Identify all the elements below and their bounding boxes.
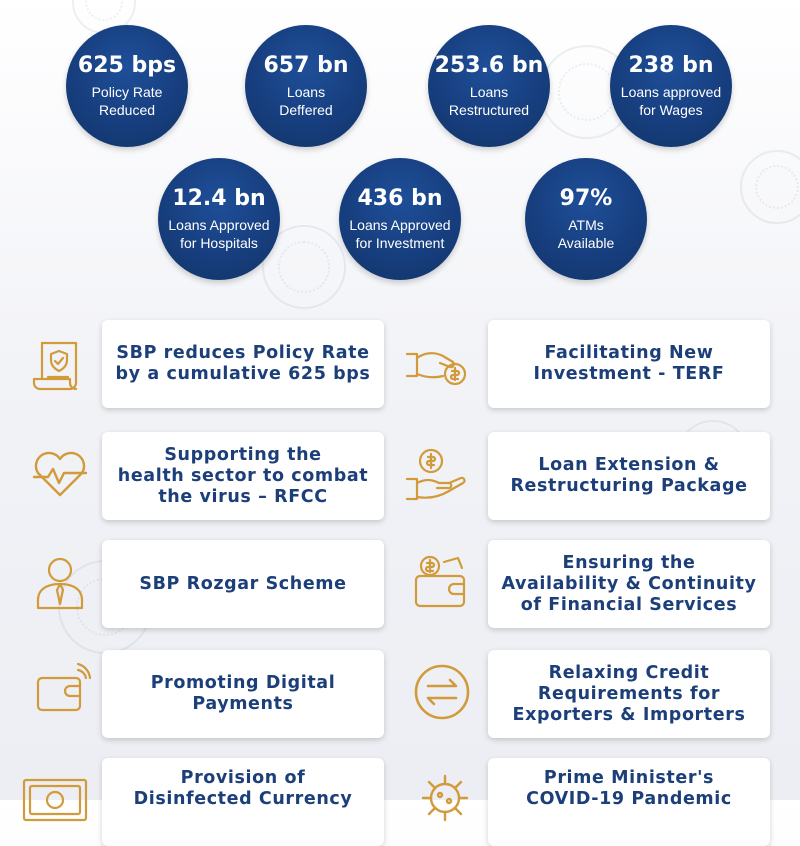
card-line: Relaxing Credit bbox=[548, 662, 710, 683]
stat-label: Deffered bbox=[279, 102, 333, 118]
stat-value: 12.4 bn bbox=[172, 186, 266, 211]
certificate-shield-icon bbox=[30, 335, 90, 395]
card-policy-rate: SBP reduces Policy Rate by a cumulative … bbox=[102, 320, 384, 408]
card-accent: 625 bps bbox=[288, 364, 371, 384]
stat-value: 253.6 bn bbox=[434, 53, 544, 78]
card-line: Prime Minister's bbox=[543, 768, 715, 788]
card-line: by a cumulative bbox=[115, 364, 289, 384]
hand-coin-icon bbox=[405, 445, 469, 505]
card-line: Investment - TERF bbox=[533, 364, 725, 384]
card-line: Promoting Digital bbox=[150, 673, 336, 693]
card-line: health sector to combat bbox=[117, 465, 369, 486]
stat-label: Reduced bbox=[98, 102, 156, 118]
stat-value: 657 bn bbox=[263, 53, 349, 78]
card-text: Provision of Disinfected Currency bbox=[134, 768, 353, 810]
card-line: Facilitating New bbox=[544, 343, 714, 363]
card-rfcc: Supporting the health sector to combat t… bbox=[102, 432, 384, 520]
card-line: Provision of bbox=[180, 768, 306, 788]
stat-label: Loans Approved bbox=[349, 217, 451, 233]
stat-label: Loans bbox=[286, 84, 326, 100]
card-line: Restructuring Package bbox=[510, 476, 748, 496]
card-text: SBP reduces Policy Rate by a cumulative … bbox=[116, 343, 371, 385]
stat-label: Loans bbox=[469, 84, 509, 100]
stat-value: 436 bn bbox=[357, 186, 443, 211]
card-line: the virus – RFCC bbox=[158, 486, 328, 507]
card-financial-services: Ensuring the Availability & Continuity o… bbox=[488, 540, 770, 628]
stat-label: ATMs bbox=[568, 217, 604, 233]
stat-loans-deferred: 657 bn Loans Deffered bbox=[245, 25, 367, 147]
card-loan-extension: Loan Extension & Restructuring Package bbox=[488, 432, 770, 520]
card-digital-payments: Promoting Digital Payments bbox=[102, 650, 384, 738]
stat-value: 238 bn bbox=[628, 53, 714, 78]
card-text: Prime Minister's COVID-19 Pandemic bbox=[526, 768, 732, 810]
card-line: Disinfected Currency bbox=[133, 789, 353, 809]
card-line: Requirements for bbox=[537, 683, 721, 704]
card-line: SBP Rozgar Scheme bbox=[139, 573, 347, 594]
stat-value: 97% bbox=[559, 186, 613, 211]
card-terf: Facilitating New Investment - TERF bbox=[488, 320, 770, 408]
card-text: Loan Extension & Restructuring Package bbox=[510, 455, 747, 497]
stat-loans-investment: 436 bn Loans Approved for Investment bbox=[339, 158, 461, 280]
stat-label: for Investment bbox=[355, 235, 445, 251]
exchange-arrows-icon bbox=[412, 662, 472, 722]
banknote-icon bbox=[20, 770, 90, 830]
card-text: Facilitating New Investment - TERF bbox=[534, 343, 725, 385]
stat-label: Loans Approved bbox=[168, 217, 270, 233]
stat-atms-available: 97% ATMs Available bbox=[525, 158, 647, 280]
stat-loans-restructured: 253.6 bn Loans Restructured bbox=[428, 25, 550, 147]
stat-policy-rate: 625 bps Policy Rate Reduced bbox=[66, 25, 188, 147]
card-line: Ensuring the bbox=[562, 552, 696, 573]
stat-label: for Wages bbox=[639, 102, 703, 118]
card-text: SBP Rozgar Scheme bbox=[139, 574, 346, 595]
card-text: Promoting Digital Payments bbox=[151, 673, 336, 715]
card-line: Payments bbox=[192, 694, 294, 714]
digital-wallet-icon bbox=[32, 660, 92, 720]
card-line: COVID-19 Pandemic bbox=[526, 789, 732, 809]
virus-icon bbox=[415, 768, 475, 828]
stat-loans-hospitals: 12.4 bn Loans Approved for Hospitals bbox=[158, 158, 280, 280]
card-text: Ensuring the Availability & Continuity o… bbox=[501, 553, 756, 616]
card-rozgar: SBP Rozgar Scheme bbox=[102, 540, 384, 628]
stat-label: Restructured bbox=[448, 102, 530, 118]
card-text: Supporting the health sector to combat t… bbox=[118, 445, 368, 508]
stat-label: Loans approved bbox=[620, 84, 722, 100]
card-line: SBP reduces Policy Rate bbox=[116, 343, 370, 363]
card-line: Loan Extension & bbox=[538, 455, 720, 475]
card-pm-covid: Prime Minister's COVID-19 Pandemic bbox=[488, 758, 770, 846]
card-line: Availability & Continuity bbox=[501, 573, 757, 594]
stat-label: Policy Rate bbox=[91, 84, 163, 100]
virus-background-icon bbox=[262, 225, 346, 309]
card-line: of Financial Services bbox=[520, 594, 738, 615]
card-credit-requirements: Relaxing Credit Requirements for Exporte… bbox=[488, 650, 770, 738]
hand-money-icon bbox=[405, 340, 469, 400]
employee-icon bbox=[30, 552, 90, 612]
card-disinfected-currency: Provision of Disinfected Currency bbox=[102, 758, 384, 846]
heartbeat-icon bbox=[30, 445, 90, 505]
card-line: Exporters & Importers bbox=[512, 704, 746, 725]
stat-loans-wages: 238 bn Loans approved for Wages bbox=[610, 25, 732, 147]
wallet-coin-icon bbox=[410, 552, 470, 612]
card-line: Supporting the bbox=[164, 444, 322, 465]
stat-label: for Hospitals bbox=[180, 235, 258, 251]
virus-background-icon bbox=[740, 150, 800, 224]
stat-label: Available bbox=[557, 235, 615, 251]
card-text: Relaxing Credit Requirements for Exporte… bbox=[513, 663, 746, 726]
stat-value: 625 bps bbox=[77, 53, 177, 78]
